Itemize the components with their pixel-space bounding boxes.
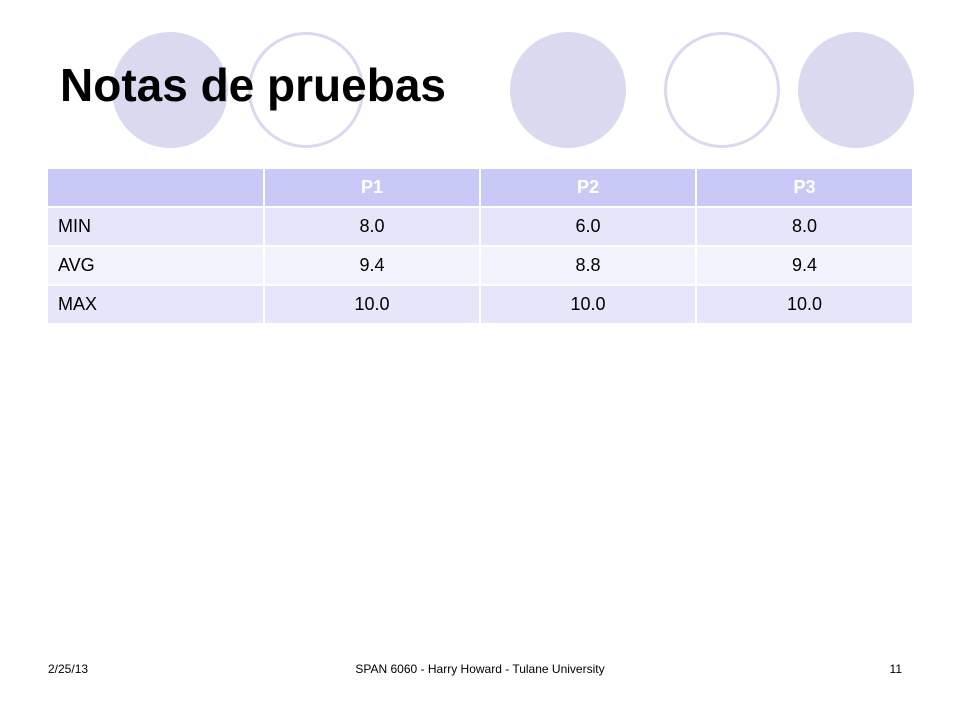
table-cell: 9.4	[696, 245, 912, 285]
table-cell: 8.8	[480, 245, 697, 285]
table-header-cell: P2	[480, 169, 697, 207]
decorative-circle-filled	[798, 32, 914, 148]
footer-course-info: SPAN 6060 - Harry Howard - Tulane Univer…	[355, 662, 605, 676]
footer-date: 2/25/13	[48, 662, 89, 676]
footer-page-number: 11	[889, 662, 902, 676]
table-cell: 6.0	[480, 206, 697, 246]
row-label: MIN	[48, 206, 265, 246]
table-cell: 10.0	[696, 284, 912, 323]
table-header-cell: P3	[696, 169, 912, 207]
table-row: MIN 8.0 6.0 8.0	[48, 206, 912, 246]
table-cell: 8.0	[696, 206, 912, 246]
table-cell: 8.0	[264, 206, 481, 246]
table-row: AVG 9.4 8.8 9.4	[48, 245, 912, 285]
decorative-circle-outline	[248, 32, 364, 148]
table-cell: 10.0	[480, 284, 697, 323]
table-cell: 9.4	[264, 245, 481, 285]
table-header-row: P1 P2 P3	[48, 169, 912, 207]
table-header-cell	[48, 169, 265, 207]
row-label: AVG	[48, 245, 265, 285]
decorative-circle-filled	[510, 32, 626, 148]
slide-title: Notas de pruebas	[60, 59, 446, 111]
decorative-circle-filled	[112, 32, 228, 148]
decorative-circle-outline	[664, 32, 780, 148]
grades-table: P1 P2 P3 MIN 8.0 6.0 8.0 AVG 9.4 8.8 9.4…	[48, 169, 912, 323]
row-label: MAX	[48, 284, 265, 323]
table-cell: 10.0	[264, 284, 481, 323]
table-header-cell: P1	[264, 169, 481, 207]
table-row: MAX 10.0 10.0 10.0	[48, 284, 912, 323]
